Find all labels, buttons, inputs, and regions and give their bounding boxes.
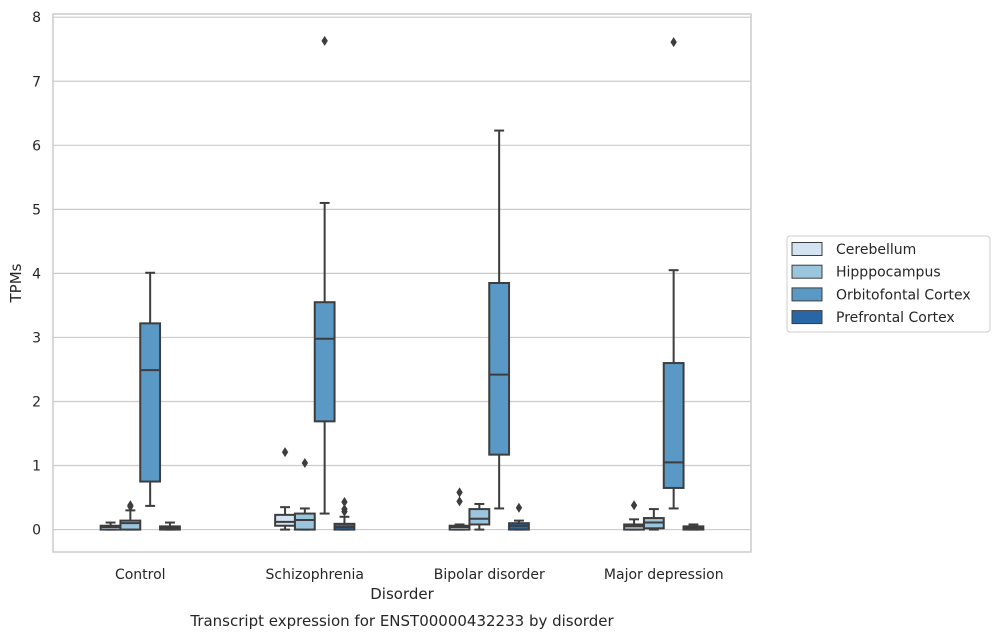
outlier-point — [630, 500, 638, 511]
box-1-0 — [119, 500, 142, 531]
box-3-2 — [508, 502, 530, 531]
y-tick-label: 3 — [32, 330, 41, 346]
outlier-point — [321, 35, 328, 46]
plot-background — [52, 13, 752, 553]
legend-label: Orbitofontal Cortex — [836, 287, 971, 303]
chart-caption: Transcript expression for ENST0000043223… — [189, 612, 614, 630]
legend-swatch — [791, 310, 823, 325]
outlier-point — [341, 497, 348, 508]
box-0-0 — [99, 521, 122, 531]
y-tick-label: 2 — [32, 394, 41, 410]
box-iqr — [119, 519, 142, 531]
box-3-1 — [333, 497, 356, 531]
box-iqr — [313, 301, 336, 423]
box-1-2 — [468, 502, 491, 531]
legend: Cerebellum Hipppocampus Orbitofontal Corte… — [786, 235, 991, 333]
box-2-1 — [313, 35, 336, 515]
outlier-point — [301, 457, 309, 468]
outlier-point — [127, 501, 134, 512]
box-0-2 — [448, 487, 471, 531]
box-1-3 — [642, 508, 665, 531]
legend-label: Cerebellum — [836, 242, 916, 258]
box-1-1 — [293, 457, 316, 531]
boxes-layer — [99, 35, 705, 531]
y-tick-label: 1 — [32, 459, 41, 475]
box-iqr — [139, 322, 162, 483]
box-iqr — [488, 282, 511, 456]
legend-swatch — [791, 242, 823, 256]
box-iqr — [468, 508, 491, 526]
box-iqr — [662, 362, 685, 489]
outlier-point — [456, 496, 463, 507]
y-tick-label: 7 — [32, 74, 41, 90]
outlier-point — [456, 487, 463, 498]
y-tick-label: 8 — [32, 10, 41, 26]
outlier-point — [515, 502, 523, 513]
plot-area — [52, 13, 752, 553]
box-2-3 — [662, 37, 685, 510]
y-tick-label: 6 — [32, 138, 41, 154]
y-tick-label: 0 — [32, 523, 41, 539]
x-tick-label: Bipolar disorder — [434, 567, 545, 583]
y-axis-label: TPMs — [7, 263, 25, 303]
x-tick-label: Control — [115, 567, 166, 583]
legend-label: Prefrontal Cortex — [836, 310, 955, 326]
x-tick-labels: Control Schizophrenia Bipolar disorder Majo… — [115, 567, 724, 583]
legend-swatch — [791, 264, 823, 279]
outlier-point — [341, 504, 348, 515]
box-2-2 — [488, 129, 511, 510]
outlier-point — [670, 37, 677, 48]
legend-label: Hipppocampus — [836, 265, 941, 281]
x-tick-label: Schizophrenia — [266, 567, 364, 583]
box-2-0 — [139, 271, 162, 507]
box-iqr — [274, 513, 296, 527]
outlier-point — [281, 447, 289, 458]
box-3-3 — [682, 523, 705, 531]
y-tick-labels: 0 1 2 3 4 5 6 7 8 — [32, 10, 41, 538]
x-axis-label: Disorder — [370, 585, 434, 603]
x-tick-label: Major depression — [604, 567, 724, 583]
legend-frame — [786, 235, 991, 333]
y-tick-label: 4 — [32, 266, 41, 282]
legend-swatch — [791, 287, 823, 302]
box-3-0 — [159, 521, 181, 531]
y-tick-label: 5 — [32, 202, 41, 218]
legend-items: Cerebellum Hipppocampus Orbitofontal Corte… — [791, 242, 971, 326]
box-iqr — [293, 512, 316, 531]
